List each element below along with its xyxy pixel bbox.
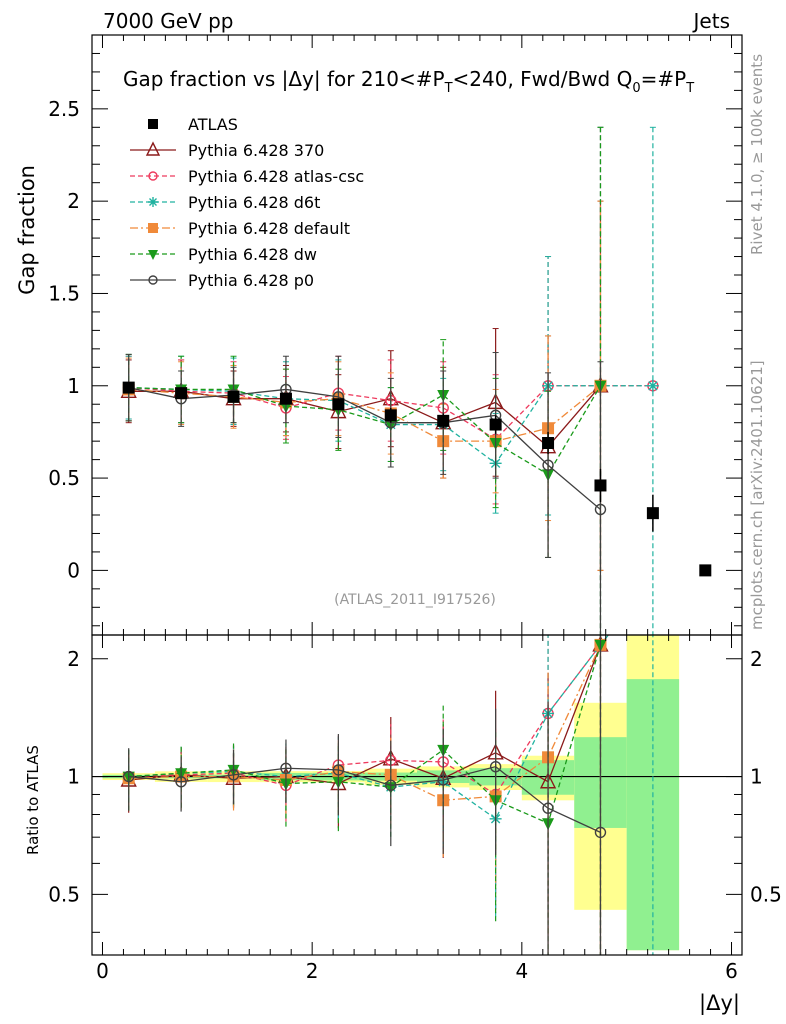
marker-square xyxy=(489,418,502,431)
energy-label: 7000 GeV pp xyxy=(103,9,234,33)
series-pythia-6-428-p0 xyxy=(122,352,607,635)
marker-square xyxy=(279,392,292,405)
marker-circle xyxy=(148,171,158,181)
main-data-marks xyxy=(120,126,712,635)
marker-triangle-down xyxy=(148,250,158,260)
x-tick-label: 4 xyxy=(515,959,528,983)
legend-label: Pythia 6.428 atlas-csc xyxy=(188,167,364,186)
ratio-series-line xyxy=(128,765,601,833)
ratio-data-marks xyxy=(120,635,658,970)
legend-label: ATLAS xyxy=(188,115,238,134)
legend-label: Pythia 6.428 d6t xyxy=(188,193,320,212)
series-line xyxy=(128,386,601,510)
legend-entry: Pythia 6.428 default xyxy=(130,219,350,238)
marker-square xyxy=(437,414,450,427)
legend-label: Pythia 6.428 dw xyxy=(188,245,317,264)
legend-label: Pythia 6.428 p0 xyxy=(188,271,314,290)
jets-label: Jets xyxy=(692,9,730,33)
ratio-series-pythia-6-428-p0 xyxy=(122,635,658,970)
marker-square xyxy=(646,507,659,520)
ratio-tick-label-right: 2 xyxy=(750,647,763,671)
series-atlas xyxy=(122,381,712,577)
ratio-tick-label: 1 xyxy=(67,765,80,789)
marker-square xyxy=(148,119,158,129)
marker-circle xyxy=(175,776,187,788)
marker-square xyxy=(542,437,555,449)
legend-entry: Pythia 6.428 p0 xyxy=(130,271,314,290)
marker-circle xyxy=(542,802,554,814)
y-tick-label: 2.5 xyxy=(48,97,80,121)
marker-square xyxy=(332,398,345,411)
marker-circle xyxy=(648,960,658,970)
ratio-series-line xyxy=(128,644,602,801)
marker-square xyxy=(384,409,397,422)
marker-triangle xyxy=(145,141,161,156)
ratio-tick-label: 0.5 xyxy=(48,882,80,906)
y-tick-label: 1 xyxy=(67,374,80,398)
marker-square xyxy=(175,387,188,400)
marker-star xyxy=(148,197,158,207)
series-line xyxy=(128,385,602,476)
x-tick-label: 2 xyxy=(306,959,319,983)
ratio-tick-label-right: 0.5 xyxy=(750,882,782,906)
ratio-band-inner xyxy=(626,679,680,951)
analysis-watermark: (ATLAS_2011_I917526) xyxy=(334,592,496,608)
marker-circle xyxy=(594,503,607,516)
ratio-tick-label: 2 xyxy=(67,647,80,671)
ratio-series-pythia-6-428-dw xyxy=(122,635,607,955)
marker-circle xyxy=(542,459,554,471)
ratio-axis-label: Ratio to ATLAS xyxy=(24,745,42,855)
marker-circle xyxy=(385,779,397,791)
ratio-uncertainty-bands xyxy=(92,635,742,951)
y-axis-label: Gap fraction xyxy=(15,165,39,295)
marker-circle xyxy=(280,762,292,774)
ratio-series-line xyxy=(128,644,602,785)
x-tick-label: 0 xyxy=(96,959,109,983)
ratio-tick-label-right: 1 xyxy=(750,765,763,789)
y-tick-label: 2 xyxy=(67,189,80,213)
marker-square xyxy=(594,479,607,492)
marker-circle xyxy=(148,275,158,285)
legend-entry: ATLAS xyxy=(148,115,238,134)
marker-circle xyxy=(489,760,502,773)
legend-label: Pythia 6.428 370 xyxy=(188,141,324,160)
y-tick-label: 1.5 xyxy=(48,281,80,305)
legend-label: Pythia 6.428 default xyxy=(188,219,350,238)
marker-square xyxy=(699,564,712,577)
rivet-version-label: Rivet 4.1.0, ≥ 100k events xyxy=(748,54,766,255)
x-tick-label: 6 xyxy=(725,959,738,983)
axes: 0 2 4 6 0 0.5 1 1.5 2 2.5 0.5 0.5 1 1 2 2 xyxy=(48,34,782,983)
legend-entry: Pythia 6.428 atlas-csc xyxy=(130,167,364,186)
legend-entry: Pythia 6.428 d6t xyxy=(130,193,320,212)
marker-circle xyxy=(332,764,345,776)
x-axis-label: |Δy| xyxy=(699,991,740,1016)
marker-square xyxy=(227,390,240,403)
series-line xyxy=(128,385,601,442)
marker-circle xyxy=(122,770,135,783)
legend: ATLAS Pythia 6.428 370 Pythia 6.428 atlas-… xyxy=(130,115,364,290)
marker-square xyxy=(122,381,135,394)
y-tick-label: 0 xyxy=(67,558,80,582)
marker-circle xyxy=(594,826,607,839)
plot-title: Gap fraction vs |Δy| for 210<#PT<240, Fw… xyxy=(123,67,694,96)
mcplots-label: mcplots.cern.ch [arXiv:2401.10621] xyxy=(748,360,766,630)
legend-entry: Pythia 6.428 370 xyxy=(130,141,324,160)
marker-circle xyxy=(437,774,449,786)
marker-square xyxy=(148,223,158,233)
legend-entry: Pythia 6.428 dw xyxy=(130,245,317,264)
marker-circle xyxy=(227,769,240,781)
y-tick-label: 0.5 xyxy=(48,466,80,490)
marker-star xyxy=(646,379,659,392)
